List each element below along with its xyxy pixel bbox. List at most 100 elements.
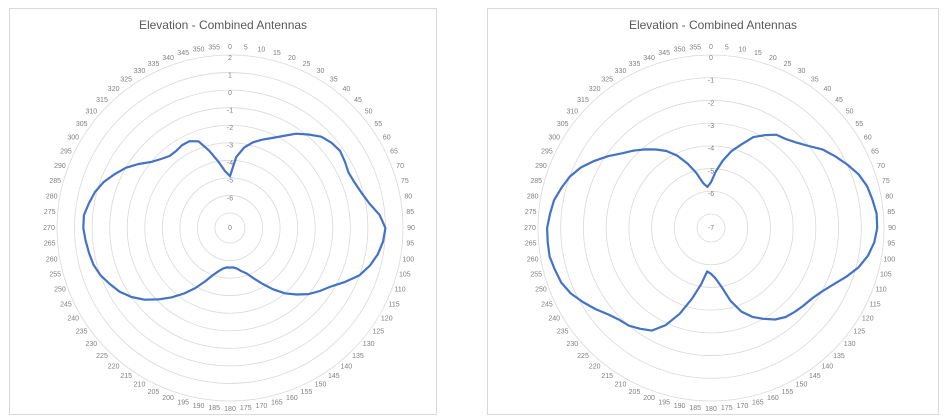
angle-tick-label: 230 — [567, 341, 579, 348]
angle-tick-label: 205 — [148, 389, 160, 396]
angle-tick-label: 100 — [883, 256, 895, 263]
angle-tick-label: 315 — [96, 97, 108, 104]
angle-tick-label: 75 — [401, 178, 409, 185]
angle-tick-label: 15 — [754, 50, 762, 57]
radial-tick-label: -2 — [708, 100, 714, 107]
radial-tick-label: -5 — [227, 178, 233, 185]
angle-tick-label: 80 — [885, 193, 893, 200]
angle-tick-label: 95 — [887, 241, 895, 248]
angle-tick-label: 40 — [342, 86, 350, 93]
angle-tick-label: 190 — [674, 403, 686, 410]
center-tick-label: 0 — [228, 225, 232, 232]
angle-tick-label: 25 — [303, 61, 311, 68]
angle-tick-label: 330 — [134, 68, 146, 75]
angle-tick-label: 85 — [406, 209, 414, 216]
angle-tick-label: 325 — [120, 77, 132, 84]
angle-tick-label: 20 — [769, 55, 777, 62]
radial-tick-label: 2 — [228, 55, 232, 62]
angle-tick-label: 235 — [557, 329, 569, 336]
angle-tick-label: 265 — [525, 241, 537, 248]
angle-tick-label: 85 — [887, 209, 895, 216]
grid-ring — [673, 190, 749, 266]
angle-tick-label: 220 — [108, 363, 120, 370]
angle-tick-label: 280 — [527, 193, 539, 200]
angle-tick-label: 205 — [629, 389, 641, 396]
angle-tick-label: 265 — [44, 241, 56, 248]
grid-ring — [179, 177, 281, 279]
angle-tick-label: 290 — [54, 163, 66, 170]
angle-tick-label: 180 — [224, 406, 236, 413]
angle-tick-label: 145 — [328, 373, 340, 380]
angle-tick-label: 290 — [535, 163, 547, 170]
angle-tick-label: 260 — [46, 256, 58, 263]
angle-tick-label: 325 — [601, 77, 613, 84]
angle-tick-label: 165 — [271, 400, 283, 407]
angle-tick-label: 55 — [374, 121, 382, 128]
radial-tick-label: -6 — [708, 191, 714, 198]
angle-tick-label: 105 — [880, 272, 892, 279]
angle-tick-label: 355 — [208, 45, 220, 52]
radial-tick-label: 1 — [228, 72, 232, 79]
grid-ring — [91, 89, 369, 367]
angle-tick-label: 180 — [705, 406, 717, 413]
chart-title: Elevation - Combined Antennas — [628, 18, 798, 32]
angle-tick-label: 5 — [244, 45, 248, 52]
angle-tick-label: 10 — [258, 47, 266, 54]
angle-tick-label: 140 — [341, 363, 353, 370]
angle-tick-label: 105 — [399, 272, 411, 279]
grid-ring — [583, 100, 839, 356]
angle-tick-label: 255 — [49, 272, 61, 279]
radial-tick-label: 0 — [709, 55, 713, 62]
angle-tick-label: 155 — [782, 389, 794, 396]
angle-tick-label: 55 — [855, 121, 863, 128]
angle-tick-label: 150 — [315, 382, 327, 389]
angle-tick-label: 170 — [256, 403, 268, 410]
angle-tick-label: 240 — [67, 315, 79, 322]
grid-ring — [651, 168, 771, 288]
radial-tick-label: -1 — [708, 78, 714, 85]
angle-tick-label: 250 — [54, 287, 66, 294]
angle-tick-label: 245 — [541, 301, 553, 308]
angle-tick-label: 240 — [548, 315, 560, 322]
angle-tick-label: 25 — [784, 61, 792, 68]
angle-tick-label: 200 — [643, 395, 655, 402]
angle-tick-label: 300 — [548, 134, 560, 141]
angle-tick-label: 120 — [862, 315, 874, 322]
angle-tick-label: 115 — [869, 301, 880, 308]
angle-tick-label: 90 — [888, 225, 896, 232]
radial-tick-label: -3 — [708, 123, 714, 130]
angle-tick-label: 75 — [882, 178, 890, 185]
center-tick-label: -7 — [708, 225, 714, 232]
angle-tick-label: 200 — [162, 395, 174, 402]
angle-tick-label: 165 — [752, 400, 764, 407]
angle-tick-label: 110 — [394, 287, 405, 294]
angle-tick-label: 300 — [67, 134, 79, 141]
angle-tick-label: 40 — [823, 86, 831, 93]
angle-tick-label: 10 — [739, 47, 747, 54]
radial-tick-label: -2 — [227, 125, 233, 132]
angle-tick-label: 255 — [530, 272, 542, 279]
angle-tick-label: 350 — [193, 47, 205, 54]
grid-ring — [560, 77, 862, 379]
angle-tick-label: 0 — [228, 44, 232, 51]
angle-tick-label: 35 — [330, 77, 338, 84]
angle-tick-label: 335 — [629, 61, 641, 68]
angle-tick-label: 305 — [557, 121, 569, 128]
chart-panel-right: Elevation - Combined Antennas 0 5 10 15 20 25… — [487, 8, 939, 415]
chart-panel-left: Elevation - Combined Antennas 0 5 10 15 20 25… — [9, 8, 437, 415]
angle-tick-label: 110 — [875, 287, 886, 294]
angle-tick-label: 30 — [317, 68, 325, 75]
angle-tick-label: 135 — [352, 353, 364, 360]
angle-tick-label: 150 — [796, 382, 808, 389]
angle-tick-label: 60 — [864, 134, 872, 141]
angle-tick-label: 125 — [853, 329, 865, 336]
angle-tick-label: 100 — [402, 256, 414, 263]
radial-tick-label: -6 — [227, 195, 233, 202]
radial-tick-label: -1 — [227, 108, 233, 115]
angle-tick-label: 95 — [406, 241, 414, 248]
angle-tick-label: 310 — [86, 108, 98, 115]
angle-tick-label: 175 — [240, 405, 252, 412]
angle-tick-label: 140 — [822, 363, 834, 370]
angle-tick-label: 130 — [844, 341, 856, 348]
